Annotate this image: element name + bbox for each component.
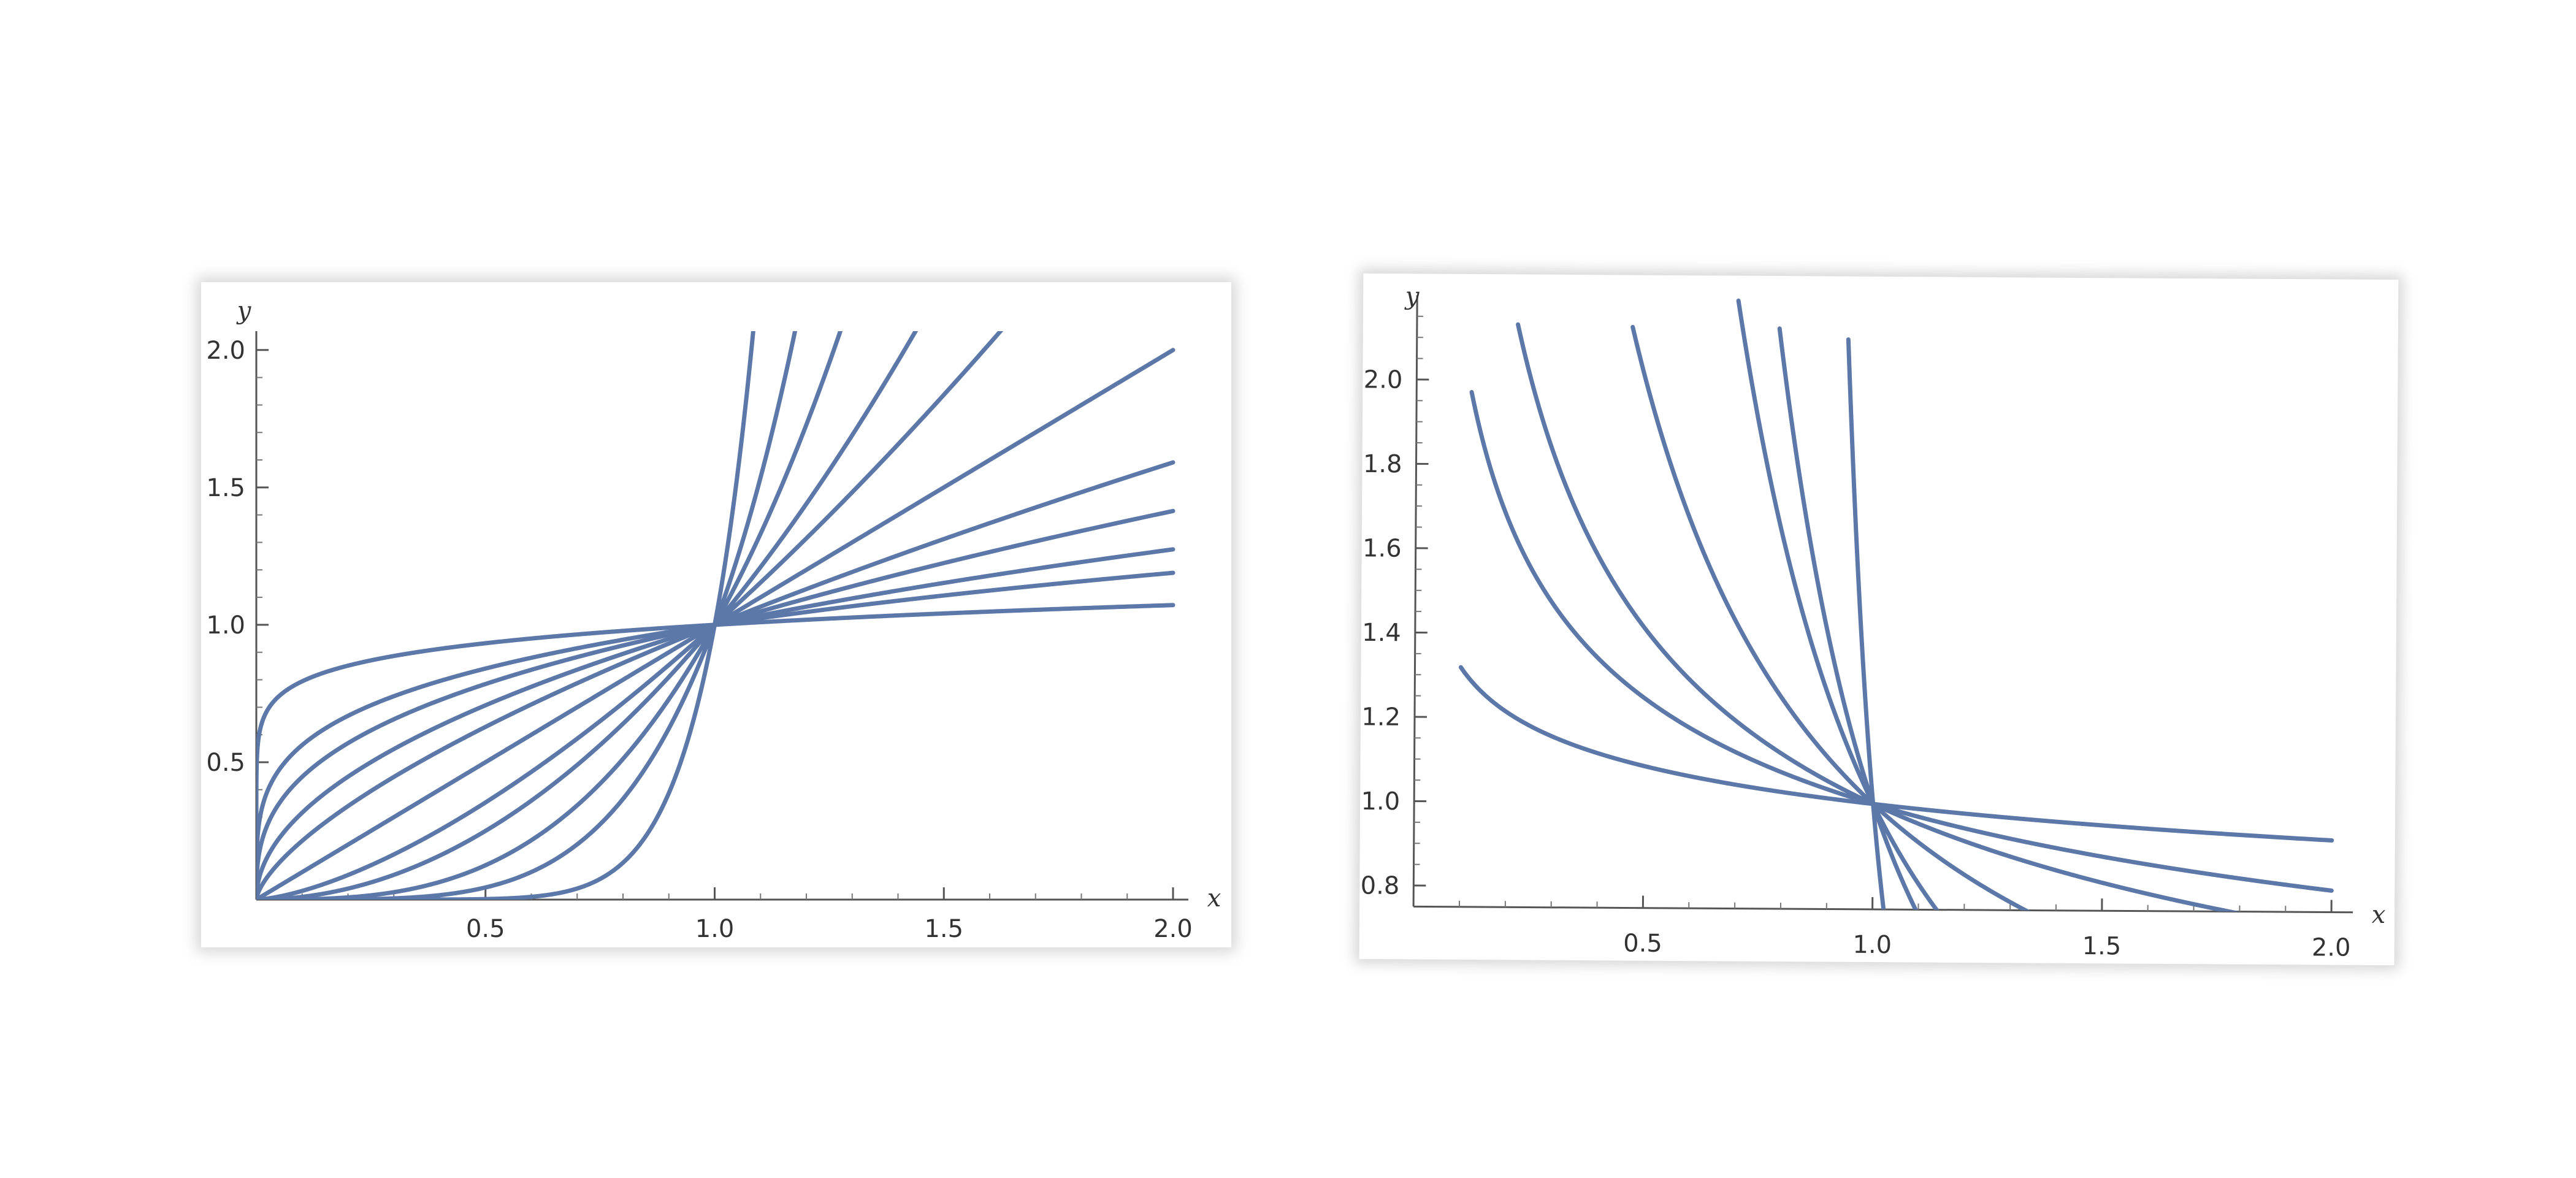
chart-panel-left: 0.5 1.0 1.5 2.0 0.5 1.0 1.5 2.0 x y [201,282,1231,947]
y-tick-label: 0.8 [1361,871,1400,900]
y-tick-label: 1.6 [1363,534,1402,562]
curves-group [256,331,1175,900]
y-tick-label: 1.8 [1363,450,1402,478]
curve-series-8 [256,331,919,900]
y-axis-title: y [1404,282,1420,310]
curve-series-7 [256,331,1004,900]
y-tick-label: 2.0 [1364,365,1403,394]
curve-series-5 [256,460,1175,900]
x-tick-label: 0.5 [1623,929,1662,957]
x-tick-label: 2.0 [2312,933,2351,962]
curve-series-6 [256,348,1175,900]
y-tick-label: 1.5 [206,474,245,502]
x-tick-label: 0.5 [466,915,505,943]
chart-left: 0.5 1.0 1.5 2.0 0.5 1.0 1.5 2.0 x y [206,297,1221,943]
curve-series-2 [256,570,1175,900]
y-axis [1412,295,1418,907]
curve-series-3 [256,547,1175,900]
chart-panel-right: 0.5 1.0 1.5 2.0 0.8 1.0 1.2 1.4 1.6 1.8 2.0 x y [1359,273,2399,966]
y-tick-label: 1.2 [1361,703,1401,731]
x-tick-label: 1.5 [924,915,963,943]
curve-series-4 [256,508,1175,900]
curves-group [1458,298,2334,912]
curve-series-2 [1469,389,2334,893]
x-axis-title: x [1207,884,1221,912]
x-tick-label: 1.0 [1852,931,1892,959]
curve-series-6 [1777,326,2332,912]
x-tick-label: 2.0 [1153,915,1193,943]
curve-series-10 [256,331,798,900]
curve-series-3 [1516,322,2334,912]
curve-series-9 [256,331,843,900]
curve-series-5 [1736,298,2333,912]
x-axis-title: x [2372,901,2386,929]
curve-series-1 [256,603,1175,900]
y-axis-title: y [236,297,252,325]
x-tick-label: 1.0 [695,915,735,943]
y-tick-label: 1.0 [1361,787,1400,816]
y-tick-label: 0.5 [206,749,245,777]
curve-series-4 [1630,324,2333,912]
curve-series-7 [1846,337,2332,912]
x-tick-label: 1.5 [2082,932,2122,960]
curve-series-11 [256,331,755,900]
y-tick-label: 1.0 [206,611,245,640]
curve-series-1 [1458,665,2334,843]
chart-right: 0.5 1.0 1.5 2.0 0.8 1.0 1.2 1.4 1.6 1.8 2.0 x y [1361,282,2386,962]
y-tick-label: 2.0 [206,337,245,365]
y-tick-label: 1.4 [1362,619,1401,647]
